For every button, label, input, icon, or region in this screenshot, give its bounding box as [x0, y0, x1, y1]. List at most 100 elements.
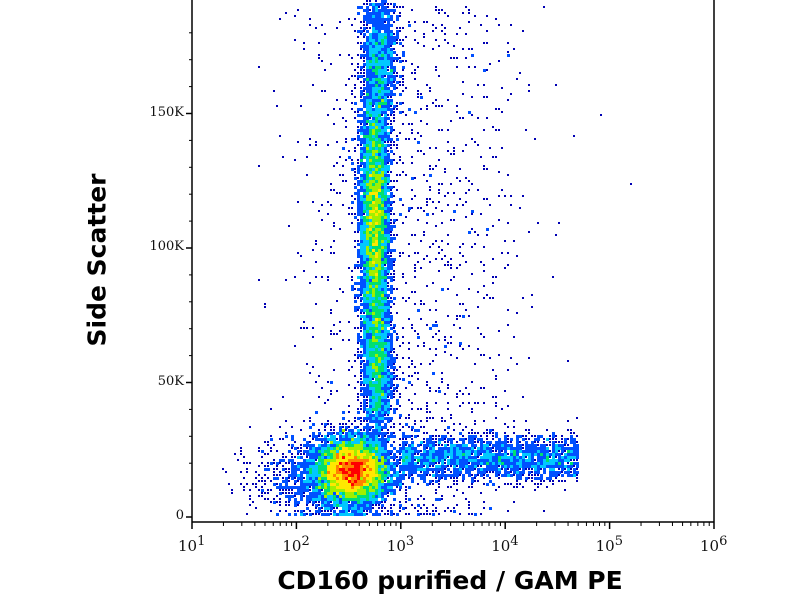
- density-bin: [567, 450, 570, 453]
- density-bin: [369, 57, 372, 60]
- density-bin: [492, 465, 495, 468]
- density-bin: [399, 474, 402, 477]
- density-bin: [231, 492, 233, 494]
- density-bin: [573, 432, 575, 434]
- density-bin: [249, 495, 251, 497]
- density-bin: [564, 465, 567, 468]
- density-bin: [354, 240, 356, 242]
- density-bin: [456, 471, 459, 474]
- density-bin: [435, 99, 437, 101]
- density-bin: [387, 96, 389, 98]
- density-bin: [375, 117, 378, 120]
- density-bin: [372, 450, 375, 453]
- x-tick-base: 10: [178, 537, 198, 555]
- density-bin: [507, 462, 510, 465]
- density-bin: [306, 489, 309, 492]
- density-bin: [351, 483, 354, 486]
- density-bin: [399, 81, 401, 83]
- density-bin: [360, 345, 363, 348]
- density-bin: [351, 438, 354, 441]
- density-bin: [324, 459, 327, 462]
- density-bin: [372, 324, 375, 327]
- density-bin: [390, 240, 393, 243]
- density-bin: [528, 453, 531, 456]
- density-bin: [378, 450, 381, 453]
- density-bin: [468, 435, 471, 438]
- density-bin: [372, 54, 375, 57]
- density-bin: [384, 366, 387, 369]
- density-bin: [411, 447, 414, 450]
- density-bin: [351, 201, 354, 204]
- density-bin: [378, 210, 381, 213]
- density-bin: [447, 450, 450, 453]
- density-bin: [318, 462, 321, 465]
- density-bin: [375, 492, 378, 495]
- density-bin: [387, 486, 390, 489]
- density-bin: [357, 195, 360, 198]
- density-bin: [369, 411, 372, 414]
- density-bin: [552, 465, 555, 468]
- density-bin: [285, 468, 287, 470]
- density-bin: [360, 30, 363, 33]
- density-bin: [510, 468, 513, 471]
- density-bin: [366, 168, 369, 171]
- density-bin: [390, 378, 393, 381]
- density-bin: [465, 471, 468, 474]
- density-bin: [366, 189, 369, 192]
- density-bin: [318, 438, 321, 441]
- density-bin: [276, 462, 279, 465]
- density-bin: [384, 9, 387, 12]
- density-bin: [360, 75, 363, 78]
- density-bin: [348, 501, 350, 503]
- density-bin: [333, 189, 335, 191]
- density-bin: [384, 282, 387, 285]
- density-bin: [375, 357, 378, 360]
- density-bin: [369, 456, 372, 459]
- density-bin: [390, 207, 393, 210]
- density-bin: [363, 42, 366, 45]
- density-bin: [459, 168, 461, 170]
- density-bin: [438, 339, 440, 341]
- density-bin: [312, 453, 315, 456]
- density-bin: [381, 39, 384, 42]
- density-bin: [381, 369, 384, 372]
- density-bin: [390, 306, 392, 308]
- density-bin: [546, 477, 549, 480]
- density-bin: [381, 276, 384, 279]
- density-bin: [366, 129, 369, 132]
- density-bin: [381, 162, 384, 165]
- x-tick-exponent: 3: [405, 534, 415, 549]
- density-bin: [513, 450, 516, 453]
- density-bin: [384, 132, 387, 135]
- density-bin: [393, 144, 395, 146]
- density-bin: [375, 351, 378, 354]
- density-bin: [378, 321, 381, 324]
- density-bin: [297, 510, 299, 512]
- density-bin: [447, 438, 450, 441]
- density-bin: [384, 123, 387, 126]
- density-bin: [303, 42, 305, 44]
- density-bin: [372, 186, 375, 189]
- density-bin: [528, 471, 531, 474]
- density-bin: [309, 486, 311, 488]
- density-bin: [480, 333, 482, 335]
- density-bin: [546, 486, 548, 488]
- density-bin: [501, 456, 504, 459]
- density-bin: [396, 102, 398, 104]
- density-bin: [486, 471, 488, 473]
- density-bin: [384, 396, 387, 399]
- density-bin: [486, 168, 488, 170]
- density-bin: [408, 210, 410, 212]
- density-bin: [357, 396, 359, 398]
- density-bin: [375, 471, 378, 474]
- density-bin: [378, 342, 381, 345]
- density-bin: [504, 441, 507, 444]
- density-bin: [516, 450, 519, 453]
- density-bin: [564, 468, 566, 470]
- density-bin: [315, 486, 318, 489]
- density-bin: [369, 273, 372, 276]
- density-bin: [372, 156, 375, 159]
- density-bin: [387, 168, 390, 171]
- density-bin: [495, 108, 497, 110]
- density-bin: [384, 252, 387, 255]
